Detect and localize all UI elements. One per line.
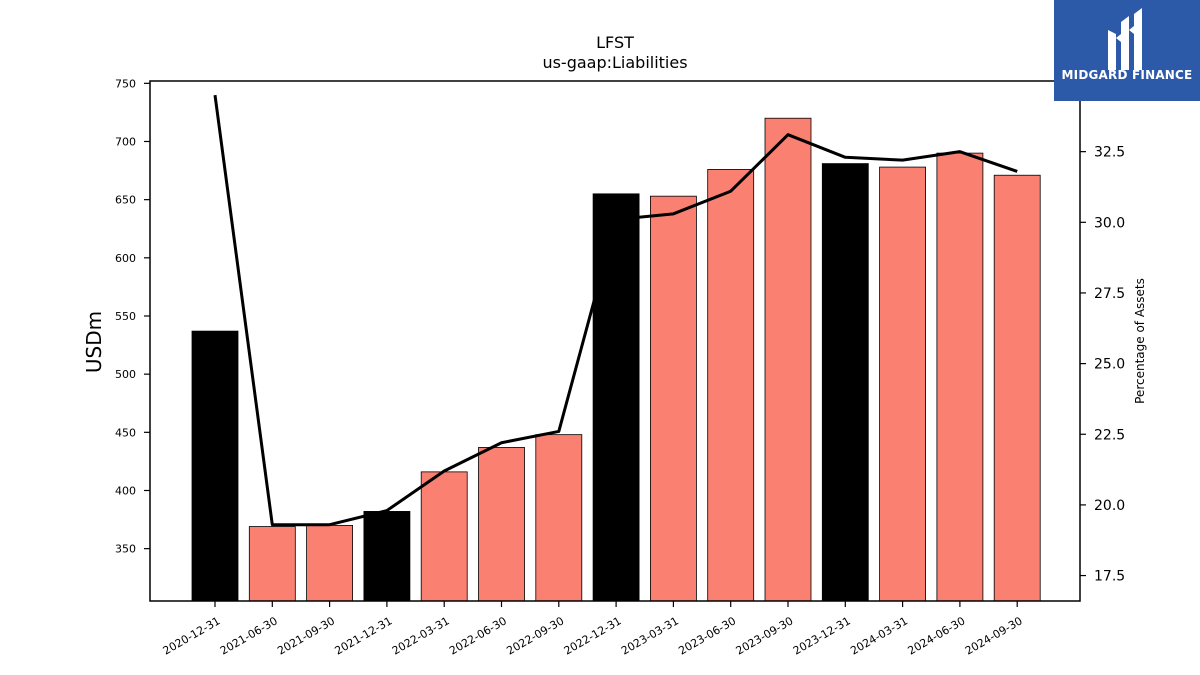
bar [478,447,525,602]
bar [191,330,239,602]
y-axis-label: USDm [82,311,106,373]
bar [248,526,296,602]
y-tick-label: 600 [115,252,136,265]
bar [592,193,640,602]
y-tick-label: 500 [115,368,136,381]
y2-axis-label: Percentage of Assets [1133,278,1147,404]
y-tick-label: 750 [115,77,136,90]
percentage-line [213,94,1018,527]
chart-title: LFST [596,33,634,52]
x-tick-label: 2022-09-30 [504,614,566,657]
bar [420,471,468,602]
x-tick-label: 2021-12-31 [333,614,395,657]
y2-tick-label: 32.5 [1094,145,1125,161]
y-tick-label: 350 [115,543,136,556]
x-tick-label: 2021-09-30 [275,614,337,657]
x-tick-label: 2023-12-31 [791,614,853,657]
y-tick-label: 400 [115,484,136,497]
bar [306,524,354,602]
y2-tick-label: 20.0 [1094,498,1125,514]
x-tick-label: 2022-12-31 [562,614,624,657]
y-tick-label: 450 [115,426,136,439]
x-tick-label: 2022-03-31 [390,614,452,657]
x-tick-label: 2022-06-30 [447,614,509,657]
bar [936,152,984,602]
line-group [213,94,1018,527]
y-tick-label: 700 [115,135,136,148]
logo-text: MIDGARD FINANCE [1061,68,1193,82]
x-tick-label: 2023-06-30 [676,614,738,657]
y2-tick-label: 30.0 [1094,215,1125,231]
x-tick-label: 2024-03-31 [848,614,910,657]
x-tick-label: 2021-06-30 [218,614,280,657]
x-tick-label: 2020-12-31 [161,614,223,657]
x-tick-label: 2023-09-30 [734,614,796,657]
y2-tick-label: 22.5 [1094,427,1125,443]
bar [821,163,869,602]
y2-tick-label: 25.0 [1094,357,1125,373]
y-tick-label: 550 [115,310,136,323]
bar [707,169,755,602]
logo-mark-icon [1108,8,1142,70]
bar [535,434,583,602]
y2-tick-label: 27.5 [1094,286,1125,302]
bar [764,117,812,602]
x-tick-label: 2023-03-31 [619,614,681,657]
bar [879,166,926,602]
bar [993,174,1041,602]
y2-tick-label: 17.5 [1094,569,1125,585]
brand-logo: MIDGARD FINANCE [1054,0,1200,101]
bars-group [191,117,1041,602]
plot-frame [149,80,1081,602]
chart-subtitle: us-gaap:Liabilities [542,53,687,72]
bar [363,511,411,602]
y-tick-label: 650 [115,194,136,207]
bar [650,195,697,602]
x-tick-label: 2024-09-30 [963,614,1025,657]
x-tick-label: 2024-06-30 [906,614,968,657]
